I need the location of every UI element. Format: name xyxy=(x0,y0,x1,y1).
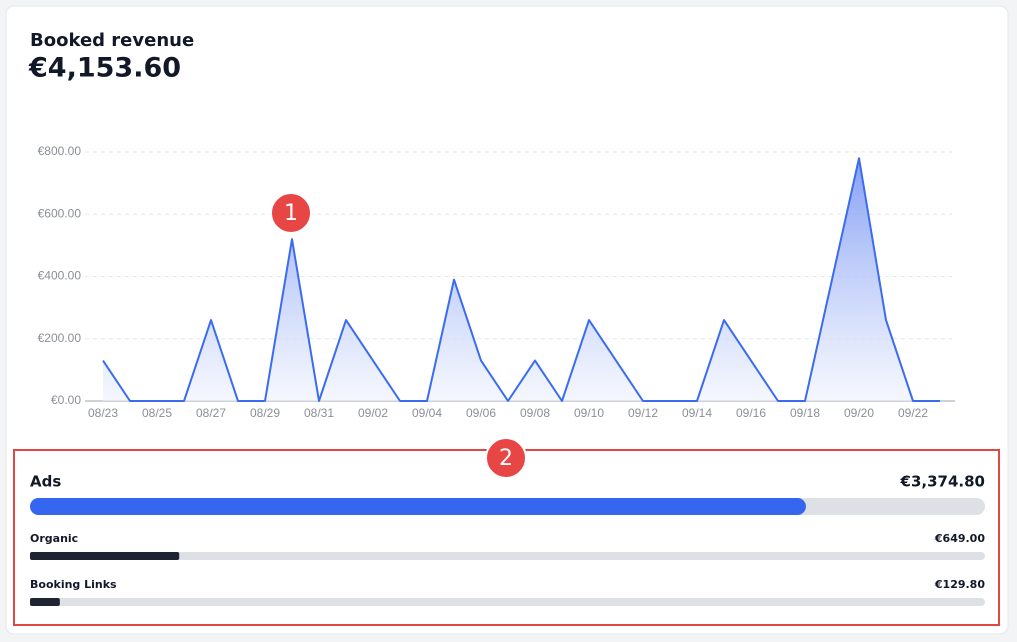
x-tick-label: 09/02 xyxy=(358,406,388,420)
progress-bar xyxy=(30,498,806,515)
annotation-label: 1 xyxy=(284,201,298,226)
source-value: €649.00 xyxy=(934,532,985,545)
card xyxy=(5,5,1009,635)
x-tick-label: 09/10 xyxy=(574,406,604,420)
y-tick-label: €400.00 xyxy=(38,269,82,283)
source-value: €129.80 xyxy=(934,578,985,591)
x-tick-label: 08/25 xyxy=(142,406,172,420)
x-tick-label: 08/23 xyxy=(88,406,118,420)
x-tick-label: 09/20 xyxy=(844,406,874,420)
y-tick-label: €0.00 xyxy=(51,393,81,407)
x-tick-label: 08/29 xyxy=(250,406,280,420)
source-value: €3,374.80 xyxy=(900,473,985,491)
progress-bar xyxy=(30,552,180,560)
x-tick-label: 08/27 xyxy=(196,406,226,420)
y-tick-label: €600.00 xyxy=(38,206,82,220)
source-name: Organic xyxy=(30,532,78,545)
annotation-label: 2 xyxy=(499,446,513,471)
x-tick-label: 08/31 xyxy=(304,406,334,420)
x-tick-label: 09/04 xyxy=(412,406,442,420)
x-tick-label: 09/12 xyxy=(628,406,658,420)
progress-track xyxy=(30,552,985,560)
x-tick-label: 09/22 xyxy=(898,406,928,420)
area-fill xyxy=(103,158,940,401)
source-name: Ads xyxy=(30,473,61,491)
progress-track xyxy=(30,598,985,606)
x-tick-label: 09/18 xyxy=(790,406,820,420)
line xyxy=(102,157,940,402)
x-tick-label: 09/16 xyxy=(736,406,766,420)
source-name: Booking Links xyxy=(30,578,117,591)
title: Booked revenue xyxy=(30,30,194,51)
annotation-marker xyxy=(485,437,527,479)
x-tick-label: 09/08 xyxy=(520,406,550,420)
total: €4,153.60 xyxy=(28,53,181,84)
progress-bar xyxy=(30,598,60,606)
x-tick-label: 09/14 xyxy=(682,406,712,420)
x-tick-label: 09/06 xyxy=(466,406,496,420)
y-tick-label: €200.00 xyxy=(38,331,82,345)
y-tick-label: €800.00 xyxy=(38,144,82,158)
annotation-marker xyxy=(270,192,312,234)
